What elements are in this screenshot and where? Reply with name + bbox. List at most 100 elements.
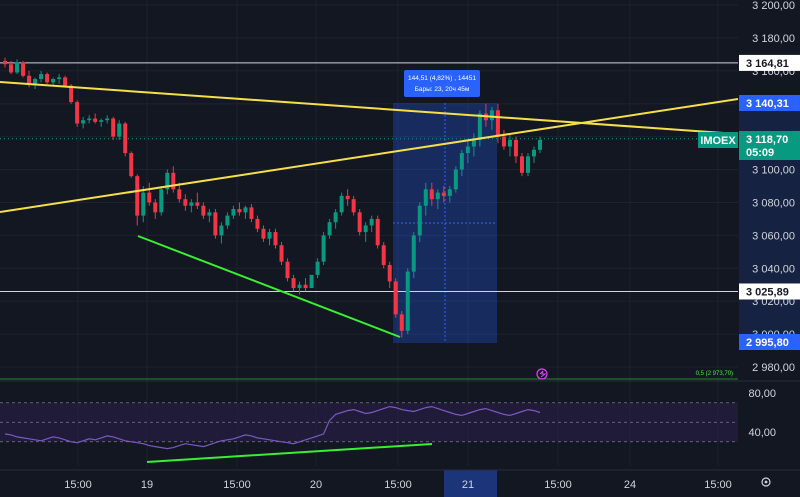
candle: [315, 258, 320, 279]
candle: [249, 204, 254, 223]
settings-icon[interactable]: [761, 477, 771, 487]
candle-body: [213, 212, 218, 236]
candle: [339, 192, 344, 216]
candle-body: [75, 102, 80, 124]
time-axis[interactable]: 15:00 19 15:00 20 15:00 21 15:00 24 15:00: [0, 469, 800, 491]
candle: [441, 186, 446, 203]
last-price-text: 3 118,70: [746, 134, 788, 146]
time-tick-label: 19: [141, 479, 153, 491]
candle: [195, 192, 200, 210]
candle: [189, 199, 194, 213]
candle: [75, 100, 80, 127]
time-axis-range-highlight: [444, 470, 497, 497]
candle: [333, 209, 338, 229]
candle: [63, 75, 68, 88]
candle-body: [423, 189, 428, 206]
time-tick-label: 20: [310, 479, 322, 491]
ticker-tag-bg: [698, 132, 738, 148]
low-price-tag-text: 2 995,80: [746, 337, 789, 349]
candle-body: [99, 120, 104, 122]
level-mid-tag-bg: [739, 283, 800, 300]
candle: [531, 146, 536, 163]
candle: [33, 77, 38, 89]
candle-body: [435, 192, 440, 200]
candle: [165, 169, 170, 195]
trendlines[interactable]: [0, 81, 739, 463]
candle: [519, 153, 524, 177]
candle: [393, 278, 398, 318]
candle-body: [153, 202, 158, 213]
candle-body: [249, 207, 254, 219]
candle-body: [177, 189, 182, 200]
ticker-text: IMOEX: [700, 135, 736, 147]
time-tick-label: 24: [624, 479, 636, 491]
measure-tooltip-bg: [404, 70, 480, 97]
candle-body: [165, 172, 170, 190]
candle-body: [57, 77, 62, 80]
candle-body: [315, 261, 320, 275]
trendline-price-lows[interactable]: [137, 235, 401, 338]
candle: [201, 202, 206, 219]
candle: [15, 59, 20, 75]
trendline-support[interactable]: [0, 98, 739, 213]
candle: [171, 166, 176, 193]
candle-body: [243, 207, 248, 213]
candle-body: [507, 139, 512, 147]
candle: [9, 60, 14, 75]
candle-body: [339, 195, 344, 213]
candle-body: [321, 235, 326, 262]
candle-body: [171, 172, 176, 190]
candle: [159, 186, 164, 216]
candle-body: [519, 156, 524, 173]
candle: [309, 274, 314, 289]
trend-price-tag-bg: [739, 95, 800, 111]
candle: [3, 57, 7, 68]
candle: [501, 130, 506, 150]
rsi-line: [4, 405, 541, 450]
candle-body: [33, 79, 38, 84]
price-tick-label: 3 040,00: [752, 263, 795, 275]
candle: [183, 194, 188, 211]
candle: [99, 118, 104, 127]
candle: [369, 215, 374, 233]
candle-body: [15, 62, 20, 73]
candle-body: [453, 169, 458, 190]
candle-body: [465, 146, 470, 154]
trendline-rsi-lows[interactable]: [146, 443, 433, 463]
candle-body: [135, 176, 140, 216]
candle: [513, 136, 518, 163]
candle-body: [69, 85, 74, 103]
candle-body: [3, 60, 7, 65]
candle: [87, 115, 92, 124]
alert-icon[interactable]: [536, 368, 548, 380]
candle: [357, 209, 362, 236]
countdown-text: 05:09: [746, 147, 774, 159]
horizontal-levels[interactable]: [0, 62, 738, 380]
candle: [21, 60, 26, 78]
ticker-tag: IMOEX: [698, 132, 738, 148]
price-tick-label: 3 080,00: [752, 197, 795, 209]
candle-body: [279, 245, 284, 262]
candle: [267, 228, 272, 246]
candle-body: [183, 199, 188, 206]
trendline-resistance[interactable]: [0, 81, 739, 135]
candle: [423, 182, 428, 216]
candle: [207, 209, 212, 223]
trend-price-tag-text: 3 140,31: [746, 98, 789, 110]
candle-body: [357, 212, 362, 233]
candle-body: [429, 189, 434, 200]
candle: [345, 189, 350, 206]
candle: [51, 77, 56, 86]
candle-body: [63, 77, 68, 86]
candle: [39, 70, 44, 83]
candle-body: [291, 278, 296, 289]
candle: [375, 215, 380, 249]
candle-body: [495, 110, 500, 137]
time-tick-label: 15:00: [704, 479, 732, 491]
candle: [117, 120, 122, 140]
trend-price-tag: 3 140,31: [739, 95, 800, 111]
candle-body: [513, 139, 518, 157]
candle-body: [375, 218, 380, 246]
